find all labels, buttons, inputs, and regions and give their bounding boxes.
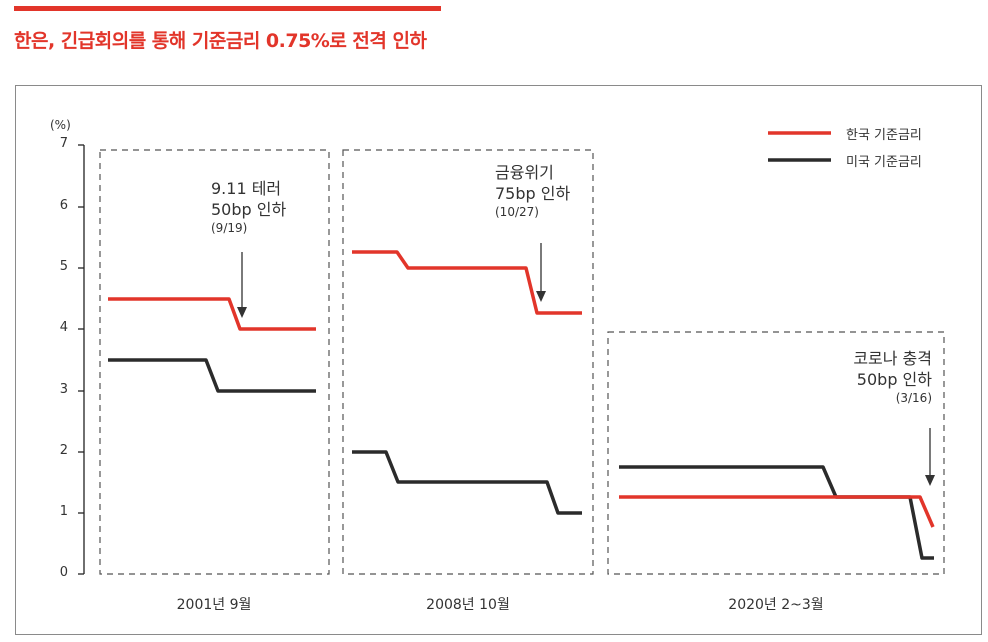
annotation-2008: 금융위기 75bp 인하 (10/27) xyxy=(495,162,570,220)
annotation-2001-cut: 50bp 인하 xyxy=(211,200,287,219)
annotation-2020-date: (3/16) xyxy=(895,391,932,405)
annotation-2008-event: 금융위기 xyxy=(495,163,554,182)
panel-2020-box xyxy=(607,331,945,575)
annotation-2001-date: (9/19) xyxy=(211,221,248,235)
y-tick-2: 2 xyxy=(59,443,68,458)
y-tick-1: 1 xyxy=(59,504,68,519)
series-us-2008 xyxy=(352,450,582,515)
chart-frame xyxy=(15,85,982,635)
series-us-2001 xyxy=(108,358,316,393)
series-korea-2001 xyxy=(108,297,316,331)
legend-us-label: 미국 기준금리 xyxy=(846,155,922,170)
y-axis-unit: (%) xyxy=(50,118,71,132)
annotation-2008-cut: 75bp 인하 xyxy=(495,184,571,203)
annotation-2020-cut: 50bp 인하 xyxy=(856,370,932,389)
y-tick-5: 5 xyxy=(59,259,68,274)
annotation-2008-date: (10/27) xyxy=(495,205,539,219)
arrow-2020 xyxy=(925,428,935,486)
y-tick-3: 3 xyxy=(59,382,68,397)
chart-title: 한은, 긴급회의를 통해 기준금리 0.75%로 전격 인하 xyxy=(14,30,427,52)
y-tick-7: 7 xyxy=(59,136,68,151)
title-accent-bar xyxy=(14,6,441,11)
series-korea-2008 xyxy=(352,250,582,315)
annotation-2020: 코로나 충격 50bp 인하 (3/16) xyxy=(853,348,932,406)
panel-2001-box xyxy=(99,149,330,575)
panel-2008-box xyxy=(342,149,594,575)
legend-korea-label: 한국 기준금리 xyxy=(846,128,922,143)
arrow-2008 xyxy=(536,243,546,302)
x-category-2008: 2008년 10월 xyxy=(426,597,510,613)
x-category-2001: 2001년 9월 xyxy=(176,597,252,613)
annotation-2001-event: 9.11 테러 xyxy=(211,179,282,198)
annotation-2020-event: 코로나 충격 xyxy=(853,349,932,368)
y-tick-6: 6 xyxy=(59,198,68,213)
y-tick-4: 4 xyxy=(59,320,68,335)
annotation-2001: 9.11 테러 50bp 인하 (9/19) xyxy=(211,178,286,236)
series-us-2020 xyxy=(619,465,934,560)
y-axis xyxy=(78,144,85,575)
y-tick-0: 0 xyxy=(59,565,68,580)
x-category-2020: 2020년 2~3월 xyxy=(728,597,824,613)
arrow-2001 xyxy=(237,252,247,318)
series-korea-2020 xyxy=(619,495,935,528)
